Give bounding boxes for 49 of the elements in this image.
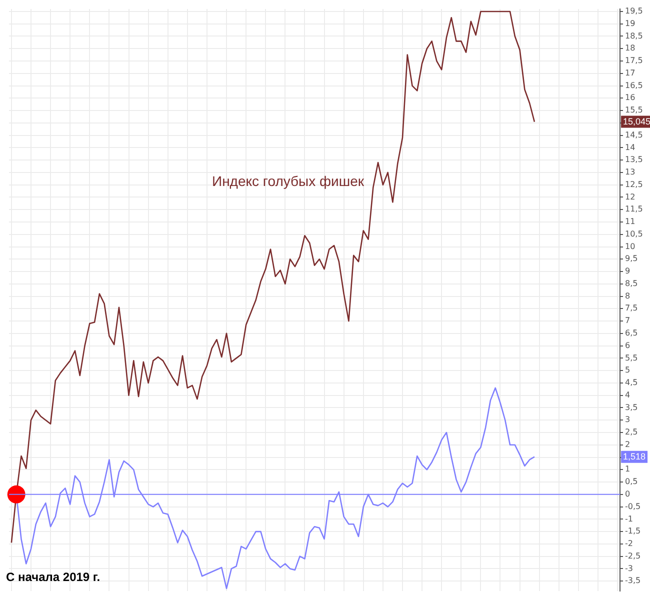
y-tick-label: 3	[625, 415, 630, 424]
y-tick-label: 19	[625, 18, 636, 28]
y-tick-label: 7,5	[625, 304, 638, 313]
y-tick-label: 11,5	[625, 204, 643, 214]
y-tick-label: 13	[625, 168, 636, 177]
y-tick-label: 5,5	[625, 353, 638, 362]
y-tick-label: -3	[625, 564, 633, 573]
y-tick-label: 16,5	[625, 80, 643, 90]
series-label: Индекс голубых фишек	[212, 172, 365, 189]
y-tick-label: 7	[625, 316, 630, 326]
y-tick-label: 0,5	[625, 477, 638, 486]
text: 15,045	[623, 116, 650, 126]
y-tick-label: 16	[625, 93, 636, 102]
y-tick-label: 1	[625, 464, 630, 474]
y-tick-label: 17,5	[625, 56, 643, 66]
y-tick-label: 4	[625, 390, 630, 400]
y-tick-label: 9,5	[625, 254, 638, 264]
y-tick-label: 17	[625, 68, 636, 78]
y-tick-label: 14,5	[625, 130, 643, 140]
y-tick-label: 19,5	[625, 6, 643, 16]
y-tick-label: -2,5	[625, 551, 641, 560]
y-tick-label: 2,5	[625, 428, 638, 437]
y-tick-label: 10	[625, 242, 636, 251]
y-tick-label: 13,5	[625, 155, 643, 164]
y-tick-label: 14	[625, 142, 636, 152]
y-tick-label: 12	[625, 192, 636, 202]
y-tick-label: 8,5	[625, 278, 638, 288]
y-tick-label: 15,5	[625, 106, 643, 115]
y-tick-label: 4,5	[625, 378, 638, 388]
y-tick-label: -1,5	[625, 526, 641, 536]
y-tick-label: 18,5	[625, 31, 643, 40]
text: 1,518	[623, 451, 646, 462]
y-tick-label: 0	[625, 489, 630, 498]
y-tick-label: 5	[625, 366, 630, 375]
y-tick-label: -3,5	[625, 576, 641, 586]
y-tick-label: -1	[625, 514, 633, 524]
y-tick-label: 6,5	[625, 328, 638, 338]
annotation: С начала 2019 г.	[6, 570, 100, 584]
y-tick-label: 3,5	[625, 402, 638, 412]
y-tick-label: 12,5	[625, 180, 643, 189]
y-tick-label: 10,5	[625, 229, 643, 238]
y-tick-label: 8	[625, 291, 630, 300]
y-tick-label: 6	[625, 340, 630, 350]
y-tick-label: 18	[625, 44, 636, 53]
y-tick-label: 11	[625, 217, 636, 226]
y-tick-label: -2	[625, 539, 633, 548]
y-tick-label: -0,5	[625, 502, 641, 511]
y-tick-label: 2	[625, 440, 630, 449]
y-tick-label: 9	[625, 266, 630, 276]
